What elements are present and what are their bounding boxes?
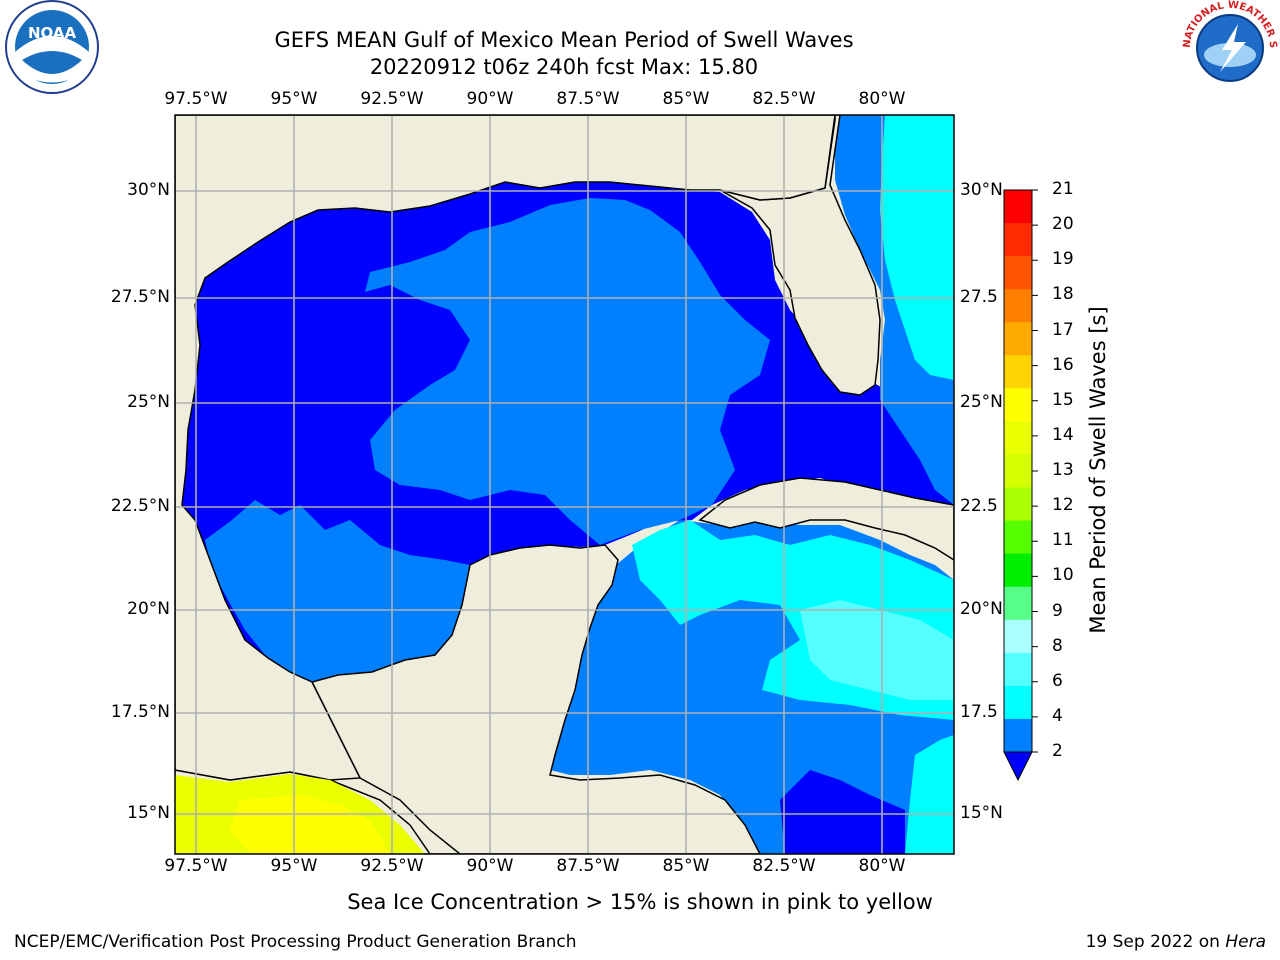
colorbar-swatch [1004,223,1032,257]
map-frame [174,114,955,855]
lat-tick-left-27.5n: 27.5°N [110,287,170,307]
lat-tick-left-20n: 20°N [127,599,170,619]
colorbar-swatch [1004,619,1032,654]
lon-tick-bottom-92.5w: 92.5°W [360,856,424,876]
lon-tick-top-82.5w: 82.5°W [752,89,816,109]
cuba-land [698,477,954,561]
lon-tick-top-97.5w: 97.5°W [164,89,228,109]
lon-tick-bottom-80w: 80°W [858,856,906,876]
lon-tick-top-80w: 80°W [858,89,906,109]
colorbar-tick-2: 2 [1052,741,1063,761]
lon-tick-top-95w: 95°W [270,89,318,109]
colorbar-tick-21: 21 [1052,179,1074,199]
colorbar-swatch [1004,487,1032,522]
lon-tick-top-92.5w: 92.5°W [360,89,424,109]
lat-tick-right-22.5: 22.5 [960,496,998,516]
lat-tick-left-30n: 30°N [127,180,170,200]
caribbean-south-dark [780,770,905,854]
colorbar-tick-16: 16 [1052,354,1074,375]
caribbean-swell-higher [800,600,954,700]
nws-logo-text: NATIONAL WEATHER SERVICE [0,0,1278,49]
sea-ice-note: Sea Ice Concentration > 15% is shown in … [347,890,933,914]
colorbar-tick-11: 11 [1052,530,1074,551]
colorbar-tick-18: 18 [1052,284,1074,305]
lon-tick-bottom-97.5w: 97.5°W [164,856,228,876]
colorbar-swatch [1004,586,1032,621]
colorbar-tick-12: 12 [1052,495,1074,516]
colorbar-swatch [1004,553,1032,588]
colorbar-tick-20: 20 [1052,214,1074,235]
colorbar-tick-8: 8 [1052,635,1063,656]
colorbar-swatch [1004,421,1032,455]
lon-tick-top-87.5w: 87.5°W [556,89,620,109]
nws-logo: NATIONAL WEATHER SERVICE [0,0,1278,94]
lat-tick-left-25n: 25°N [127,392,170,412]
colorbar-swatch [1004,355,1032,389]
lat-tick-left-22.5n: 22.5°N [110,496,170,516]
colorbar [1003,189,1038,782]
colorbar-tick-15: 15 [1052,389,1074,410]
lat-tick-right-25n: 25°N [960,392,1003,412]
chart-title: GEFS MEAN Gulf of Mexico Mean Period of … [274,28,854,52]
lat-tick-right-17.5: 17.5 [960,702,998,722]
colorbar-tick-9: 9 [1052,600,1063,621]
lon-tick-bottom-85w: 85°W [662,856,710,876]
colorbar-extend-arrow [1003,751,1033,782]
colorbar-swatch [1004,190,1032,224]
colorbar-swatch [1004,652,1032,687]
footer-date-text: 19 Sep 2022 on [1085,932,1226,952]
gulf-swell-mid-west [205,500,470,682]
colorbar-swatch [1004,718,1032,753]
footer-host: Hera [1225,932,1266,952]
lat-tick-right-30n: 30°N [960,180,1003,200]
lon-tick-bottom-87.5w: 87.5°W [556,856,620,876]
lat-tick-left-15n: 15°N [127,803,170,823]
lat-tick-right-27.5: 27.5 [960,287,998,307]
colorbar-swatch [1004,454,1032,489]
lat-tick-right-15n: 15°N [960,803,1003,823]
caribbean-southeast-cyan [905,735,954,854]
lon-tick-bottom-95w: 95°W [270,856,318,876]
lon-tick-bottom-82.5w: 82.5°W [752,856,816,876]
footer-date: 19 Sep 2022 on Hera [1086,932,1266,952]
colorbar-tick-19: 19 [1052,249,1074,270]
gulf-swell-mid-central [365,198,770,545]
yucatan-land [175,544,761,854]
colorbar-swatch [1004,256,1032,290]
colorbar-tick-4: 4 [1052,705,1063,726]
colorbar-tick-10: 10 [1052,565,1074,586]
colorbar-swatch [1004,388,1032,422]
pacific-swell-higher [230,795,390,854]
colorbar-tick-14: 14 [1052,424,1074,445]
atlantic-swell-high [880,115,954,380]
noaa-logo-text: NOAA [28,24,77,42]
noaa-logo: NOAA [5,0,99,94]
colorbar-label: Mean Period of Swell Waves [s] [1086,306,1110,634]
colorbar-swatch [1004,289,1032,323]
lon-tick-top-85w: 85°W [662,89,710,109]
colorbar-swatch [1004,685,1032,720]
colorbar-swatch [1004,520,1032,555]
grid-lines [175,115,954,854]
chart-subtitle: 20220912 t06z 240h fcst Max: 15.80 [369,55,759,79]
lon-tick-bottom-90w: 90°W [466,856,514,876]
colorbar-tick-6: 6 [1052,670,1063,691]
lon-tick-top-90w: 90°W [466,89,514,109]
colorbar-tick-13: 13 [1052,460,1074,480]
colorbar-swatch [1004,322,1032,356]
lat-tick-right-20n: 20°N [960,599,1003,619]
colorbar-tick-17: 17 [1052,319,1074,340]
footer-producer: NCEP/EMC/Verification Post Processing Pr… [14,932,577,952]
lat-tick-left-17.5n: 17.5°N [110,702,170,722]
